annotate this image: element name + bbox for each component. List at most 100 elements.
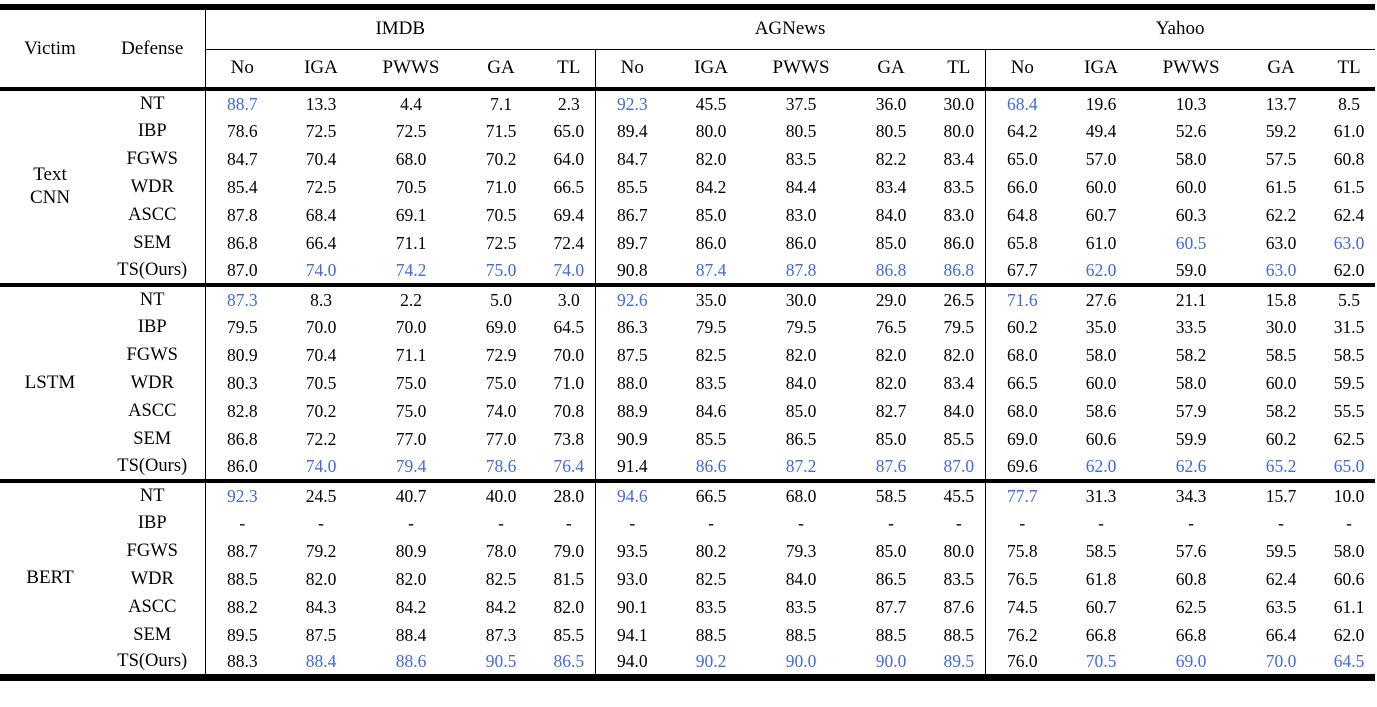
table-cell: 85.0 [695,204,727,225]
table-cell: 60.0 [1085,372,1117,393]
table-cell: 69.4 [553,204,585,225]
table-cell: - [1188,512,1194,533]
table-cell: 90.5 [485,650,517,671]
table-cell: 82.5 [485,568,517,589]
dataset-group-header-agnews: AGNews [595,7,986,50]
table-cell: 87.0 [204,257,279,285]
table-cell: - [594,509,670,537]
table-cell: 90.1 [594,593,670,621]
table-cell: 59.2 [1265,120,1297,141]
victim-label-line: LSTM [24,371,76,393]
table-cell: 85.0 [785,400,817,421]
defense-label: SEM [133,232,172,253]
table-cell: 10.3 [1175,93,1207,114]
table-cell: 87.5 [305,624,337,645]
table-cell: 62.5 [1175,596,1207,617]
table-cell: 8.3 [310,289,332,310]
table-cell: 30.0 [1265,316,1297,337]
table-cell: 86.0 [695,232,727,253]
table-cell: 69.0 [485,316,517,337]
table-cell: 70.4 [305,344,337,365]
table-cell: 28.0 [553,485,585,506]
table-cell: 66.5 [553,176,585,197]
table-cell: 83.5 [695,596,727,617]
table-cell: 63.0 [1265,259,1297,280]
table-cell: - [204,509,279,537]
table-cell: 27.6 [1085,289,1117,310]
attack-column-header-agnews-no: No [594,49,670,89]
table-cell: 40.0 [485,485,517,506]
table-row: BERT NT 92.3 24.5 40.7 40.0 28.0 94.6 66.5 68.0 58… [0,481,1375,588]
table-cell: 87.8 [204,201,279,229]
table-cell: 75.0 [485,259,517,280]
table-cell: 85.0 [875,232,907,253]
table-cell: 85.0 [875,540,907,561]
table-cell: 70.2 [305,400,337,421]
table-cell: 82.0 [395,568,427,589]
table-row: Text CNN NT 88.7 13.3 4.4 7.1 2.3 92.3 45.5 37.5 36… [0,89,1375,208]
table-cell: 13.3 [305,93,337,114]
column-header-victim: Victim [24,37,76,59]
table-cell: 30.0 [785,289,817,310]
table-cell: 70.8 [553,400,585,421]
table-cell: 82.8 [204,397,279,425]
table-cell: 70.5 [485,204,517,225]
table-cell: 88.5 [943,624,975,645]
table-cell: 62.6 [1175,455,1207,476]
table-row: SEM 86.8 66.4 71.1 72.5 72.4 89.7 86.0 86.0 85.0 8… [0,229,1375,257]
table-cell: 37.5 [785,93,817,114]
table-cell: 80.0 [695,120,727,141]
table-cell: 59.5 [1265,540,1297,561]
table-cell: 61.0 [1085,232,1117,253]
table-cell: 87.6 [875,455,907,476]
table-cell: 72.9 [485,344,517,365]
table-cell: 79.5 [943,316,975,337]
table-cell: 80.0 [943,540,975,561]
table-row: IBP - - - - - - - - - - - - - - - [0,509,1375,537]
table-cell: - [708,512,714,533]
table-cell: 83.4 [943,372,975,393]
table-cell: 84.7 [204,145,279,173]
table-cell: 59.0 [1175,259,1207,280]
table-cell: 15.8 [1265,289,1297,310]
table-cell: 71.0 [553,372,585,393]
attack-column-header-agnews-iga: IGA [694,57,728,79]
table-cell: 79.4 [395,455,427,476]
defense-label: IBP [137,512,167,533]
table-cell: 74.2 [395,259,427,280]
table-cell: 60.6 [1333,568,1365,589]
attack-column-header-yahoo-iga: IGA [1084,57,1118,79]
table-cell: 86.6 [695,455,727,476]
table-row: WDR 88.5 82.0 82.0 82.5 81.5 93.0 82.5 84.0 86.5 8… [0,565,1375,593]
table-cell: 87.6 [943,596,975,617]
table-cell: 58.2 [1265,400,1297,421]
defense-label: WDR [130,176,174,197]
table-cell: 66.8 [1085,624,1117,645]
table-cell: 62.0 [1333,624,1365,645]
table-cell: 87.3 [485,624,517,645]
table-row: TS(Ours) 87.0 74.0 74.2 75.0 74.0 90.8 87.4 87.8… [0,257,1375,285]
table-cell: 74.5 [984,593,1060,621]
attack-column-header-yahoo-tl: TL [1337,57,1361,79]
attack-column-header-agnews-pwws: PWWS [772,57,830,79]
table-cell: 88.4 [305,650,337,671]
table-cell: 89.5 [943,650,975,671]
table-cell: 86.3 [594,313,670,341]
table-cell: 90.2 [695,650,727,671]
table-cell: 93.5 [594,537,670,565]
table-cell: 62.0 [1085,259,1117,280]
table-cell: 60.5 [1175,232,1207,253]
table-cell: 58.0 [1333,540,1365,561]
table-cell: 57.0 [1085,148,1117,169]
table-cell: 68.4 [984,89,1060,117]
table-row: ASCC 88.2 84.3 84.2 84.2 82.0 90.1 83.5 83.5 87.7… [0,593,1375,621]
table-cell: 74.0 [553,259,585,280]
table-row: WDR 85.4 72.5 70.5 71.0 66.5 85.5 84.2 84.4 83.4 8… [0,173,1375,201]
table-cell: 82.0 [875,344,907,365]
table-cell: 87.4 [695,259,727,280]
table-cell: 79.5 [785,316,817,337]
table-cell: 69.0 [1175,650,1207,671]
table-cell: 70.5 [395,176,427,197]
table-cell: 72.5 [305,120,337,141]
